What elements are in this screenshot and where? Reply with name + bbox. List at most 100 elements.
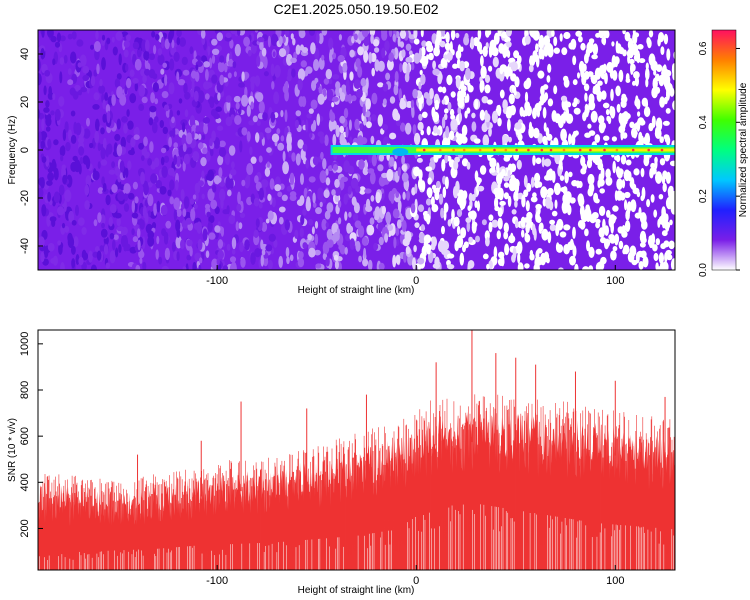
spectrogram-cell — [43, 107, 50, 113]
spectrogram-cell — [41, 204, 47, 217]
spectrogram-cell — [418, 113, 423, 121]
spectrogram-cell — [432, 111, 440, 123]
spectrogram-cell — [501, 168, 506, 177]
spectrogram-cell — [278, 48, 287, 58]
spectrogram-cell — [427, 177, 433, 185]
spectrogram-cell — [438, 193, 444, 205]
spectrogram-cell — [217, 92, 221, 101]
spectrogram-cell — [502, 134, 509, 144]
spectrogram-cell — [654, 156, 658, 164]
spectrogram-cell — [349, 49, 355, 58]
spectrogram-cell — [99, 78, 103, 87]
spectrogram-cell — [47, 138, 52, 148]
spectrogram-cell — [176, 155, 181, 168]
spectrogram-cell — [467, 85, 474, 93]
spectrogram-cell — [651, 115, 656, 128]
spectrogram-cell — [645, 62, 649, 71]
spectrogram-cell — [139, 257, 143, 264]
spectrogram-cell — [547, 63, 552, 73]
spectrogram-cell — [378, 262, 385, 270]
spectrogram-cell — [598, 30, 605, 39]
spectrogram-cell — [269, 178, 275, 190]
spectrogram-cell — [190, 70, 197, 79]
spectrogram-cell — [278, 206, 286, 213]
spectrogram-cell — [65, 141, 71, 152]
spectrogram-cell — [102, 99, 106, 110]
spectrogram-cell — [148, 53, 155, 61]
spectrogram-cell — [529, 55, 534, 62]
spectrogram-cell — [454, 240, 460, 252]
spectrogram-cell — [150, 173, 158, 184]
spectrogram-cell — [441, 225, 445, 235]
spectrogram-cell — [209, 148, 214, 157]
spectrogram-cell — [184, 91, 191, 100]
spectrogram-cell — [525, 77, 532, 89]
spectrogram-cell — [109, 233, 115, 240]
spectrogram-cell — [294, 119, 299, 129]
spectrogram-cell — [663, 33, 669, 45]
spectrogram-cell — [645, 78, 649, 88]
spectrogram-cell — [38, 58, 41, 72]
spectrogram-cell — [38, 187, 44, 198]
spectrogram-cell — [290, 33, 294, 40]
spectrogram-cell — [551, 210, 558, 217]
spectrogram-cell — [58, 184, 65, 196]
spectrogram-cell — [417, 121, 424, 131]
spectrogram-cell — [172, 125, 176, 138]
spectrogram-x-axis-label: Height of straight line (km) — [298, 285, 415, 296]
spectrogram-cell — [141, 96, 148, 104]
spectrogram-cell — [447, 101, 452, 111]
spectrogram-cell — [157, 53, 165, 66]
spectrogram-panel: -100 0 100 40 20 0 -20 -40 Height of straight … — [7, 29, 676, 296]
spectrogram-cell — [45, 155, 50, 168]
spectrogram-cell — [95, 30, 99, 40]
zero-line-core — [416, 148, 675, 152]
spectrogram-cell — [635, 252, 640, 264]
spectrogram-cell — [160, 147, 167, 154]
spectrogram-cell — [465, 67, 471, 81]
spectrogram-cell — [385, 211, 392, 224]
spectrogram-cell — [119, 94, 127, 106]
spectrogram-cell — [277, 191, 283, 198]
spectrogram-cell — [641, 220, 648, 230]
spectrogram-cell — [535, 157, 542, 165]
spectrogram-cell — [493, 246, 498, 259]
snr-y-tick-label: 400 — [19, 473, 31, 491]
spectrogram-cell — [274, 184, 282, 192]
spectrogram-cell — [627, 171, 632, 182]
spectrogram-cell — [503, 175, 510, 182]
spectrogram-cell — [219, 55, 225, 63]
spectrogram-cell — [446, 52, 453, 61]
spectrogram-cell — [93, 41, 101, 52]
spectrogram-cell — [393, 236, 397, 249]
spectrogram-cell — [131, 228, 135, 236]
spectrogram-cell — [331, 96, 339, 102]
spectrogram-cell — [456, 225, 461, 235]
spectrogram-cell — [225, 116, 233, 127]
spectrogram-cell — [568, 171, 573, 178]
spectrogram-cell — [367, 115, 371, 123]
spectrogram-cell — [191, 130, 195, 140]
spectrogram-cell — [332, 164, 339, 171]
spectrogram-cell — [624, 31, 631, 42]
spectrogram-cell — [464, 33, 469, 41]
spectrogram-cell — [252, 115, 258, 123]
spectrogram-cell — [250, 101, 254, 110]
spectrogram-cell — [206, 211, 211, 218]
spectrogram-cell — [314, 233, 319, 246]
spectrogram-cell — [529, 249, 534, 257]
spectrogram-cell — [460, 198, 464, 211]
spectrogram-cell — [378, 236, 384, 246]
spectrogram-cell — [655, 238, 660, 246]
spectrogram-cell — [254, 248, 262, 258]
spectrogram-cell — [202, 147, 208, 155]
spectrogram-cell — [572, 55, 577, 66]
spectrogram-cell — [127, 120, 134, 130]
spectrogram-cell — [196, 187, 200, 194]
spectrogram-cell — [334, 178, 340, 188]
spectrogram-cell — [286, 53, 293, 66]
spectrogram-cell — [109, 250, 116, 264]
spectrogram-cell — [569, 238, 574, 250]
spectrogram-cell — [496, 230, 501, 240]
spectrogram-cell — [176, 30, 182, 38]
